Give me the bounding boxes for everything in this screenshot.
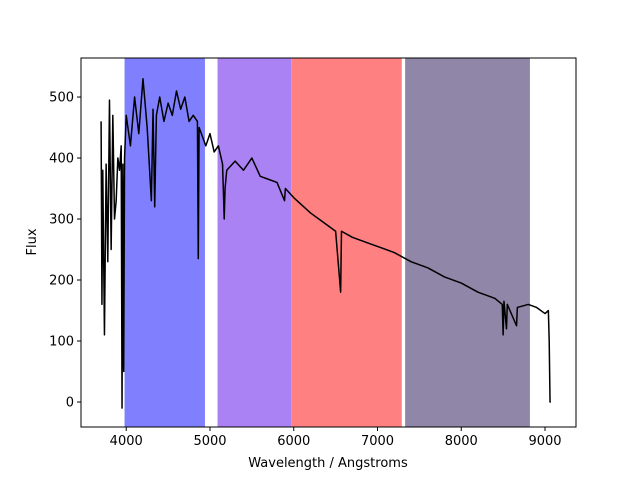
x-tick-label: 6000 (277, 434, 310, 449)
x-tick-label: 5000 (193, 434, 226, 449)
band (217, 58, 292, 427)
y-tick-label: 100 (49, 335, 74, 350)
spectrum-line (100, 77, 551, 409)
x-tick-label: 9000 (528, 434, 561, 449)
y-tick-label: 400 (49, 152, 74, 167)
axes-frame (80, 57, 577, 428)
y-tick-label: 500 (49, 91, 74, 106)
band (405, 58, 530, 427)
y-tick-label: 300 (49, 213, 74, 228)
x-axis-label: Wavelength / Angstroms (248, 456, 408, 471)
x-tick-label: 7000 (361, 434, 394, 449)
band (291, 58, 402, 427)
x-tick-label: 4000 (110, 434, 143, 449)
y-tick-label: 200 (49, 274, 74, 289)
y-axis-label: Flux (25, 228, 40, 255)
y-tick-label: 0 (66, 395, 74, 410)
x-tick-label: 8000 (445, 434, 478, 449)
